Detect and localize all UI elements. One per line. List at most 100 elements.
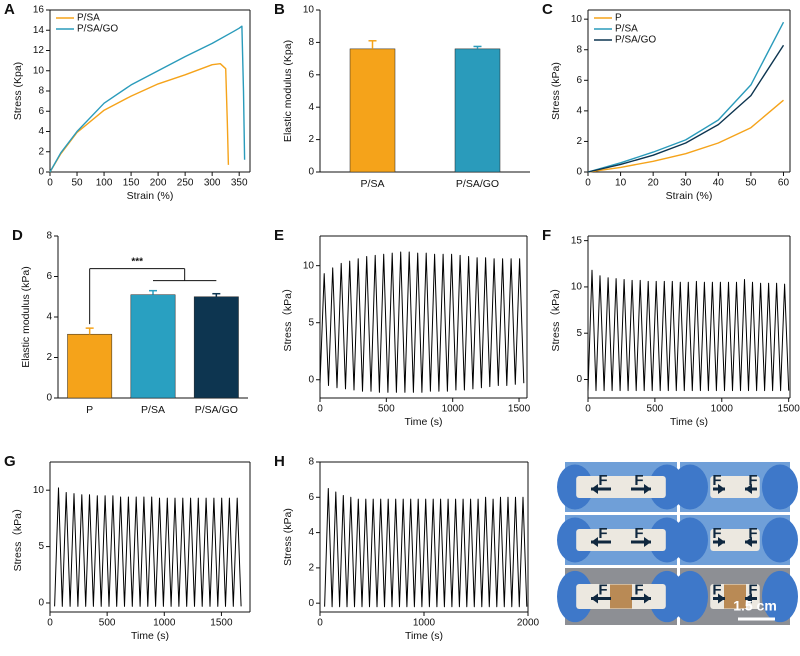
y-tick-label: 4 — [38, 126, 44, 137]
force-label: F — [598, 581, 607, 598]
glove — [672, 570, 708, 623]
panel-label: H — [274, 453, 285, 470]
x-tick-label: 60 — [778, 178, 790, 189]
x-tick-label: 200 — [150, 178, 167, 189]
x-tick-label: P/SA — [141, 404, 165, 416]
x-tick-label: 500 — [647, 404, 664, 415]
force-arrowhead — [718, 593, 725, 604]
force-label: F — [634, 472, 643, 489]
sample — [576, 476, 666, 498]
y-tick-label: 5 — [38, 541, 44, 552]
force-arrowhead — [644, 537, 651, 547]
y-tick-label: 0 — [308, 374, 314, 385]
x-tick-label: 250 — [177, 178, 194, 189]
y-axis-label: Elastic modulus (kPa) — [20, 266, 32, 368]
sample — [710, 476, 760, 498]
force-arrowhead — [718, 537, 725, 547]
y-tick-label: 2 — [46, 352, 52, 363]
x-tick-label: 150 — [123, 178, 140, 189]
x-tick-label: 50 — [71, 178, 83, 189]
bar — [193, 296, 239, 399]
force-arrowhead — [745, 593, 752, 604]
x-tick-label: 0 — [317, 404, 323, 415]
y-tick-label: 0 — [308, 167, 314, 178]
bar — [67, 333, 113, 399]
force-label: F — [712, 525, 721, 542]
y-tick-label: 10 — [571, 282, 583, 293]
significance-label: *** — [131, 256, 143, 267]
y-tick-label: 4 — [308, 102, 314, 113]
x-axis-label: Time (s) — [670, 416, 708, 428]
y-tick-label: 8 — [308, 457, 314, 468]
y-tick-label: 4 — [308, 527, 314, 538]
y-axis-label: Stress（kPa） — [12, 503, 24, 572]
y-tick-label: 10 — [303, 5, 315, 16]
legend-label: P — [615, 13, 622, 24]
x-tick-label: 1000 — [413, 618, 436, 629]
x-axis-label: Strain (%) — [666, 190, 713, 202]
legend-label: P/SA/GO — [615, 35, 656, 46]
x-tick-label: 500 — [378, 404, 395, 415]
x-tick-label: 0 — [317, 618, 323, 629]
x-tick-label: 300 — [204, 178, 221, 189]
x-tick-label: 350 — [231, 178, 248, 189]
force-label: F — [634, 581, 643, 598]
y-tick-label: 0 — [38, 167, 44, 178]
x-axis-label: Time (s) — [404, 416, 442, 428]
sample — [710, 529, 760, 551]
line — [587, 99, 784, 173]
x-tick-label: 1000 — [153, 618, 176, 629]
bar — [349, 48, 396, 173]
y-axis-label: Stress (kPa) — [282, 508, 294, 566]
force-arrowhead — [745, 484, 752, 494]
x-tick-label: P — [86, 404, 93, 416]
line — [54, 487, 242, 607]
panel-label: B — [274, 1, 285, 18]
y-tick-label: 2 — [38, 146, 44, 157]
glove — [557, 517, 593, 563]
y-tick-label: 8 — [38, 86, 44, 97]
y-tick-label: 0 — [46, 393, 52, 404]
x-axis-label: Time (s) — [131, 630, 169, 642]
sample — [576, 529, 666, 551]
y-tick-label: 0 — [576, 374, 582, 385]
y-axis-label: Elastic modulus (Kpa) — [282, 40, 294, 142]
x-tick-label: P/SA/GO — [456, 178, 499, 190]
x-tick-label: 50 — [745, 178, 757, 189]
line — [319, 251, 525, 393]
force-arrowhead — [644, 593, 651, 604]
glove — [762, 517, 798, 563]
line — [587, 21, 785, 173]
line — [324, 488, 528, 608]
bar — [130, 294, 176, 399]
x-tick-label: 500 — [99, 618, 116, 629]
y-tick-label: 6 — [38, 106, 44, 117]
force-label: F — [712, 581, 721, 598]
x-axis-label: Time (s) — [405, 630, 443, 642]
y-tick-label: 0 — [38, 598, 44, 609]
line — [49, 25, 246, 173]
y-tick-label: 5 — [308, 317, 314, 328]
y-tick-label: 14 — [33, 25, 45, 36]
panel-label: D — [12, 227, 23, 244]
x-tick-label: 1500 — [210, 618, 233, 629]
y-tick-label: 5 — [576, 328, 582, 339]
scale-bar-label: 1.5 cm — [733, 598, 777, 614]
y-tick-label: 4 — [46, 312, 52, 323]
y-tick-label: 0 — [576, 167, 582, 178]
x-tick-label: 30 — [680, 178, 692, 189]
panel-label: C — [542, 1, 553, 18]
glove — [557, 464, 593, 510]
x-tick-label: 100 — [96, 178, 113, 189]
y-tick-label: 6 — [576, 75, 582, 86]
line — [587, 269, 790, 392]
panel-label: E — [274, 227, 284, 244]
y-tick-label: 6 — [308, 69, 314, 80]
force-label: F — [748, 581, 757, 598]
force-label: F — [748, 472, 757, 489]
y-tick-label: 8 — [308, 37, 314, 48]
x-tick-label: 0 — [585, 178, 591, 189]
legend-label: P/SA — [615, 24, 638, 35]
force-label: F — [712, 472, 721, 489]
bar — [454, 48, 501, 173]
